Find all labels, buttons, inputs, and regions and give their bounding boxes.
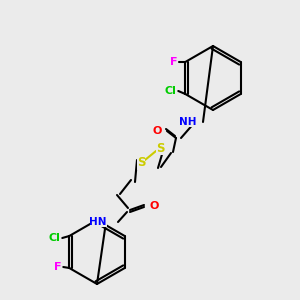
Text: F: F [170, 57, 177, 67]
Text: F: F [54, 262, 61, 272]
Text: O: O [153, 126, 162, 136]
Text: HN: HN [89, 217, 107, 227]
Text: O: O [150, 201, 159, 211]
Text: S: S [156, 142, 164, 154]
Text: NH: NH [178, 117, 196, 127]
Text: S: S [137, 157, 145, 169]
Text: Cl: Cl [164, 86, 176, 96]
Text: Cl: Cl [48, 233, 60, 243]
